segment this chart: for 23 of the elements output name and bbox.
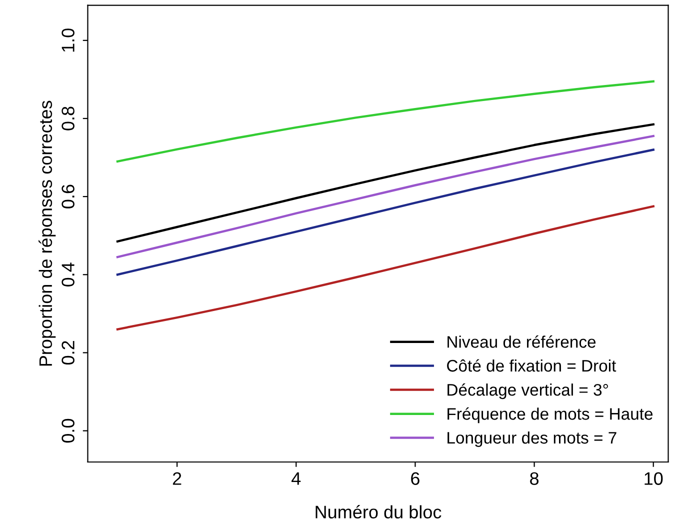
line-series xyxy=(116,123,654,243)
legend-label: Longueur des mots = 7 xyxy=(448,431,616,447)
line-series xyxy=(116,205,654,330)
x-tick-label: 8 xyxy=(530,472,539,485)
x-tick-label: 4 xyxy=(292,472,301,485)
legend-label: Côté de fixation = Droit xyxy=(447,359,616,372)
y-tick-label: 0.8 xyxy=(62,106,74,130)
y-tick-label: 0.4 xyxy=(62,262,74,286)
line-series xyxy=(116,134,654,258)
y-tick-label: 0.2 xyxy=(62,341,74,365)
y-tick-label: 0.0 xyxy=(62,418,74,443)
y-axis-title: Proportion de réponses correctes xyxy=(38,100,56,366)
x-tick-label: 2 xyxy=(172,472,182,485)
x-axis-title: Numéro du bloc xyxy=(316,505,442,518)
x-tick-label: 6 xyxy=(411,472,420,485)
legend-label: Niveau de référence xyxy=(448,335,596,348)
x-tick-label: 10 xyxy=(644,472,663,485)
y-tick-label: 1.0 xyxy=(62,28,74,52)
line-series xyxy=(116,80,654,163)
legend-label: Décalage vertical = 3° xyxy=(448,383,608,400)
y-tick-label: 0.6 xyxy=(62,184,74,208)
legend-label: Fréquence de mots = Haute xyxy=(448,407,653,424)
line-series xyxy=(116,148,654,276)
